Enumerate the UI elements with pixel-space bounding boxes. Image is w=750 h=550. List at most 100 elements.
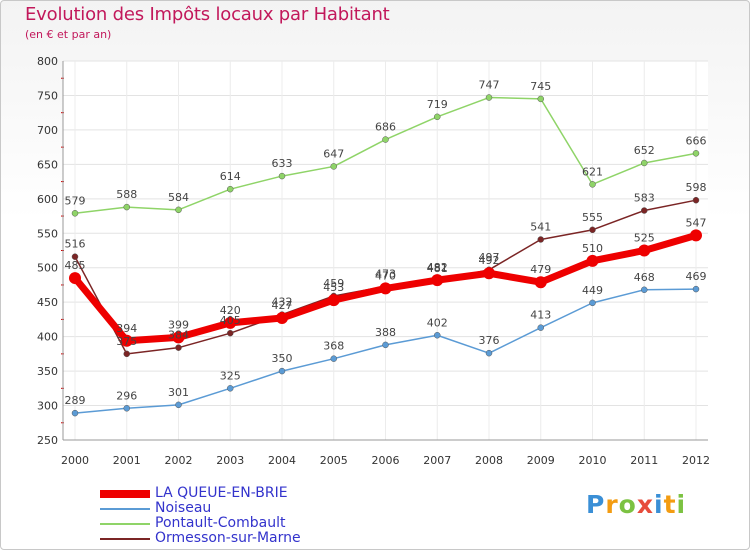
y-tick-label: 400: [37, 331, 58, 344]
data-label: 482: [427, 261, 448, 274]
data-point: [431, 274, 444, 287]
data-point: [175, 401, 182, 409]
data-label: 747: [479, 79, 500, 92]
x-tick-label: 2008: [475, 454, 503, 467]
legend-swatch: [100, 508, 150, 510]
data-label: 555: [582, 211, 603, 224]
x-tick-label: 2000: [61, 454, 89, 467]
proxiti-logo: Proxiti: [586, 490, 687, 519]
data-point: [379, 282, 392, 295]
data-label: 579: [65, 194, 86, 207]
data-point: [123, 405, 130, 412]
data-point: [690, 229, 702, 242]
data-label: 368: [323, 340, 344, 353]
data-point: [692, 150, 700, 157]
data-point: [692, 285, 700, 293]
chart-subtitle: (en € et par an): [25, 28, 112, 41]
data-point: [175, 344, 182, 351]
y-tick-label: 600: [37, 193, 58, 206]
data-label: 686: [375, 121, 396, 134]
data-label: 666: [686, 134, 707, 147]
x-tick-label: 2010: [579, 454, 607, 467]
data-point: [641, 286, 648, 294]
data-label: 384: [168, 329, 189, 342]
y-tick-label: 550: [37, 227, 58, 240]
data-label: 453: [323, 281, 344, 294]
data-label: 394: [116, 322, 137, 335]
data-point: [278, 367, 286, 375]
data-point: [589, 181, 596, 188]
data-label: 469: [686, 270, 707, 283]
data-label: 405: [220, 314, 241, 327]
data-point: [227, 385, 234, 392]
x-tick-label: 2009: [527, 454, 555, 467]
y-tick-label: 300: [37, 400, 58, 413]
data-label: 584: [168, 191, 189, 204]
data-label: 583: [634, 192, 655, 205]
data-point: [534, 276, 547, 289]
data-label: 516: [65, 238, 86, 251]
x-tick-label: 2012: [682, 454, 710, 467]
data-label: 541: [530, 220, 551, 233]
y-tick-label: 500: [37, 262, 58, 275]
data-label: 470: [375, 269, 396, 282]
x-tick-label: 2004: [268, 454, 296, 467]
data-label: 745: [530, 80, 551, 93]
data-point: [278, 172, 286, 180]
x-tick-label: 2007: [423, 454, 451, 467]
line-chart: 250 300 350 400 450 500 550 600 650 700 750 800 2000…: [37, 55, 710, 467]
data-label: 525: [634, 232, 655, 245]
data-point: [175, 206, 182, 214]
data-point: [71, 409, 79, 417]
y-tick-label: 700: [37, 124, 58, 137]
legend-swatch: [100, 490, 150, 498]
data-label: 376: [479, 334, 500, 347]
data-label: 388: [375, 326, 396, 339]
chart-title: Evolution des Impôts locaux par Habitant: [25, 4, 390, 25]
data-label: 296: [116, 389, 137, 402]
data-point: [638, 244, 651, 257]
data-label: 375: [116, 335, 137, 348]
y-tick-label: 650: [37, 158, 58, 171]
data-point: [123, 203, 130, 211]
legend-label: LA QUEUE-EN-BRIE: [155, 485, 288, 501]
legend-label: Noiseau: [155, 500, 212, 516]
data-label: 473: [375, 267, 396, 280]
data-point: [227, 185, 234, 193]
y-tick-label: 450: [37, 296, 58, 309]
data-point: [434, 332, 441, 339]
data-label: 588: [116, 188, 137, 201]
y-tick-label: 750: [37, 89, 58, 102]
x-tick-label: 2011: [630, 454, 658, 467]
data-label: 485: [65, 259, 86, 272]
data-label: 399: [168, 318, 189, 331]
y-tick-label: 250: [37, 434, 58, 447]
data-label: 621: [582, 165, 603, 178]
data-point: [537, 95, 544, 103]
data-label: 481: [427, 262, 448, 275]
data-label: 325: [220, 369, 241, 382]
data-point: [69, 272, 81, 285]
data-label: 413: [530, 309, 551, 322]
x-tick-label: 2001: [113, 454, 141, 467]
data-label: 492: [479, 254, 500, 267]
data-point: [227, 329, 234, 337]
data-point: [485, 349, 493, 357]
data-point: [382, 136, 389, 143]
legend-swatch: [100, 523, 150, 525]
data-label: 459: [323, 277, 344, 290]
data-point: [327, 294, 340, 307]
data-point: [71, 210, 79, 217]
data-label: 510: [582, 242, 603, 255]
x-tick-label: 2003: [216, 454, 244, 467]
legend-label: Pontault-Combault: [155, 515, 286, 531]
data-point: [589, 299, 596, 307]
data-label: 427: [272, 299, 293, 312]
data-point: [330, 163, 337, 170]
y-tick-label: 350: [37, 365, 58, 378]
data-point: [483, 267, 495, 280]
data-point: [434, 113, 441, 121]
data-point: [589, 226, 596, 234]
data-point: [224, 316, 237, 329]
data-point: [276, 312, 288, 325]
